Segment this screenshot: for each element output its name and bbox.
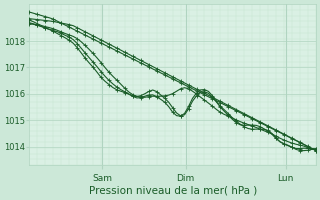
X-axis label: Pression niveau de la mer( hPa ): Pression niveau de la mer( hPa ) [89, 186, 257, 196]
